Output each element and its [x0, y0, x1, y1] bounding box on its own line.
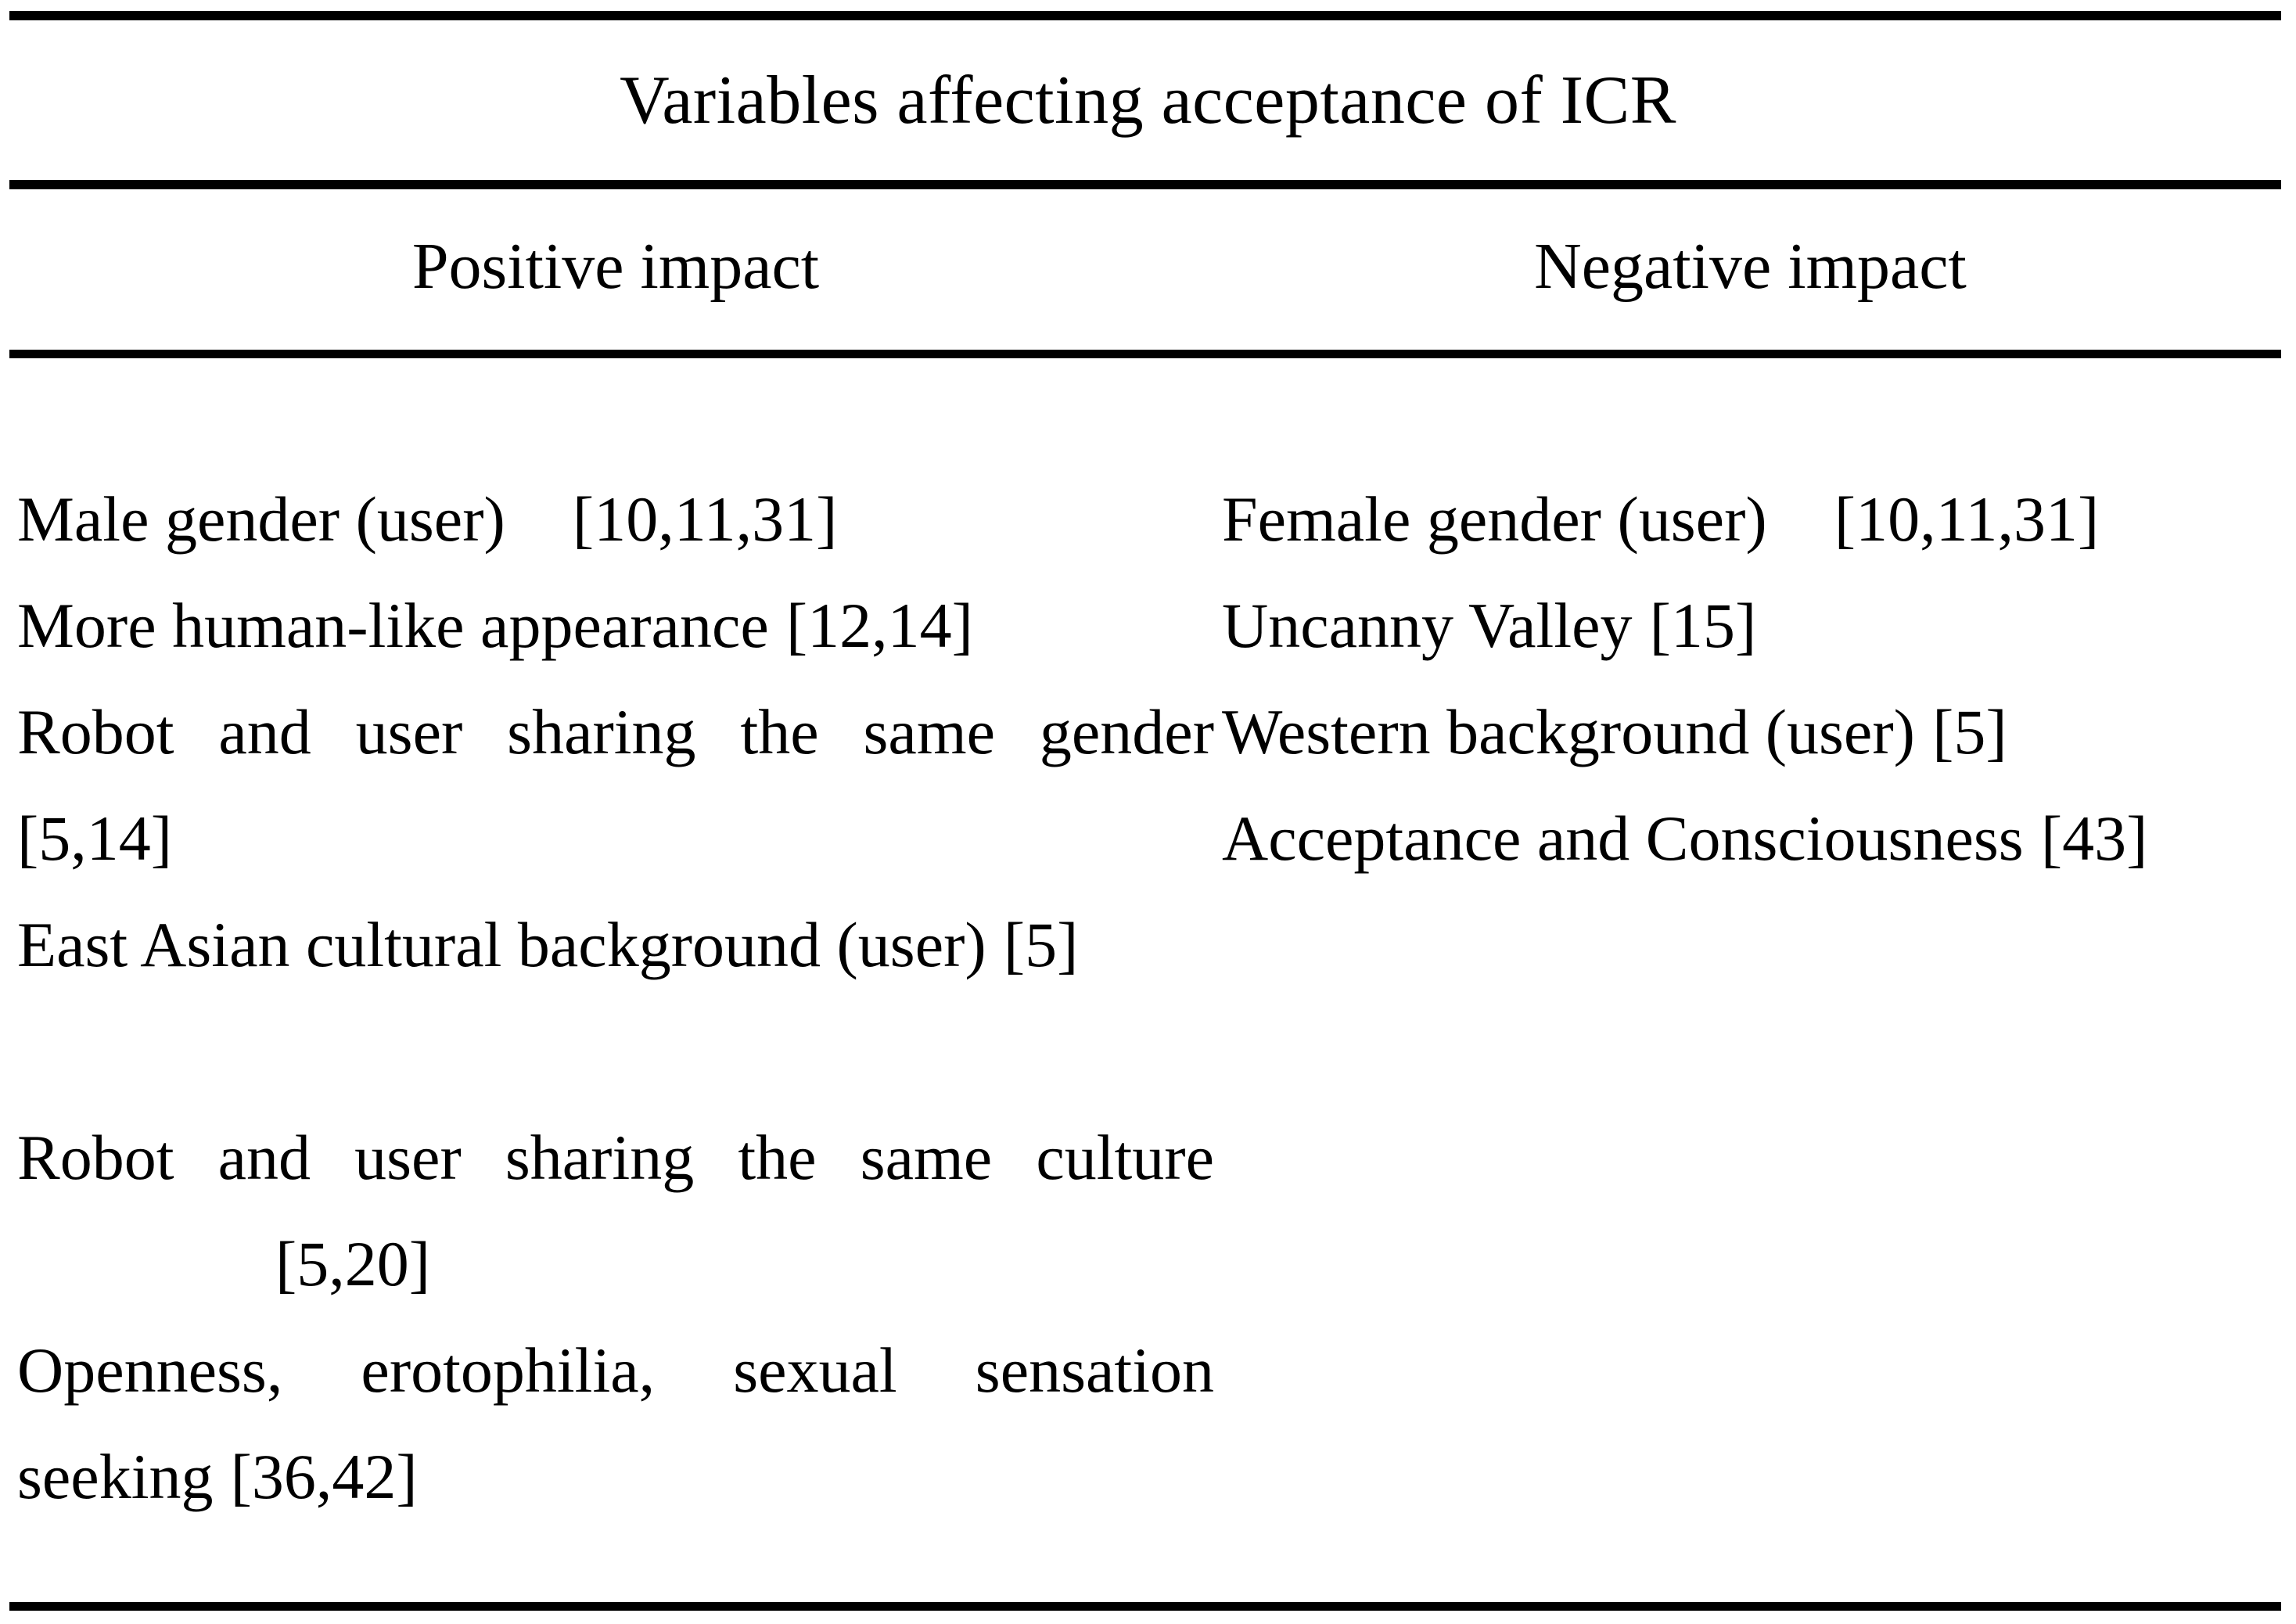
table-title: Variables affecting acceptance of ICR — [0, 20, 2296, 180]
cell-label: Openness, erotophilia, sexual sensation — [17, 1335, 1214, 1406]
horizontal-rule-under-headers — [9, 350, 2281, 358]
citation-ref: [15] — [1649, 590, 1757, 661]
citation-ref: [5] — [1003, 909, 1079, 980]
citation-ref: [5] — [1932, 696, 2007, 767]
positive-line-3: [5,14] — [17, 785, 1214, 892]
column-header-positive-text: Positive impact — [411, 230, 820, 303]
positive-line-1: More human-like appearance [12,14] — [17, 573, 1214, 679]
positive-line-4: East Asian cultural background (user) [5] — [17, 892, 1214, 998]
citation-ref: [36,42] — [230, 1441, 418, 1512]
cell-label: East Asian cultural background (user) — [17, 909, 986, 980]
table-body: Male gender (user) [10,11,31] More human-… — [0, 358, 2296, 1602]
citation-ref: [12,14] — [785, 590, 973, 661]
positive-line-5-blank — [17, 998, 1214, 1105]
column-header-negative: Negative impact — [1222, 186, 2279, 347]
positive-line-6: Robot and user sharing the same culture — [17, 1105, 1214, 1211]
positive-line-0: Male gender (user) [10,11,31] — [17, 466, 1214, 573]
cell-label: Western background (user) — [1222, 696, 1915, 767]
cell-label: seeking — [17, 1441, 214, 1512]
column-header-positive: Positive impact — [17, 186, 1214, 347]
cell-label: [5,14] — [17, 803, 173, 874]
cell-label: Robot and user sharing the same gender — [17, 696, 1214, 767]
horizontal-rule-bottom — [9, 1602, 2281, 1611]
column-header-row: Positive impact Negative impact — [0, 186, 2296, 347]
positive-line-2: Robot and user sharing the same gender — [17, 679, 1214, 785]
positive-line-8: Openness, erotophilia, sexual sensation — [17, 1317, 1214, 1424]
negative-impact-column: Female gender (user) [10,11,31] Uncanny V… — [1222, 466, 2279, 892]
positive-line-9: seeking [36,42] — [17, 1424, 1214, 1530]
negative-line-0: Female gender (user) [10,11,31] — [1222, 466, 2279, 573]
cell-label: [5,20] — [275, 1228, 431, 1299]
cell-label: Acceptance and Consciousness — [1222, 803, 2024, 874]
positive-line-7: [5,20] — [17, 1211, 1214, 1317]
negative-line-3: Acceptance and Consciousness [43] — [1222, 785, 2279, 892]
citation-ref: [10,11,31] — [1834, 483, 2100, 555]
cell-label: Male gender (user) — [17, 483, 505, 555]
cell-label: Uncanny Valley — [1222, 590, 1633, 661]
table-title-text: Variables affecting acceptance of ICR — [620, 62, 1676, 138]
citation-ref: [10,11,31] — [572, 483, 838, 555]
negative-line-2: Western background (user) [5] — [1222, 679, 2279, 785]
column-header-negative-text: Negative impact — [1534, 230, 1967, 303]
cell-label: Robot and user sharing the same culture — [17, 1122, 1214, 1193]
cell-label: Female gender (user) — [1222, 483, 1767, 555]
negative-line-1: Uncanny Valley [15] — [1222, 573, 2279, 679]
horizontal-rule-under-title — [9, 180, 2281, 189]
cell-label: More human-like appearance — [17, 590, 769, 661]
horizontal-rule-top — [9, 11, 2281, 20]
positive-impact-column: Male gender (user) [10,11,31] More human-… — [17, 466, 1214, 1530]
citation-ref: [43] — [2040, 803, 2148, 874]
